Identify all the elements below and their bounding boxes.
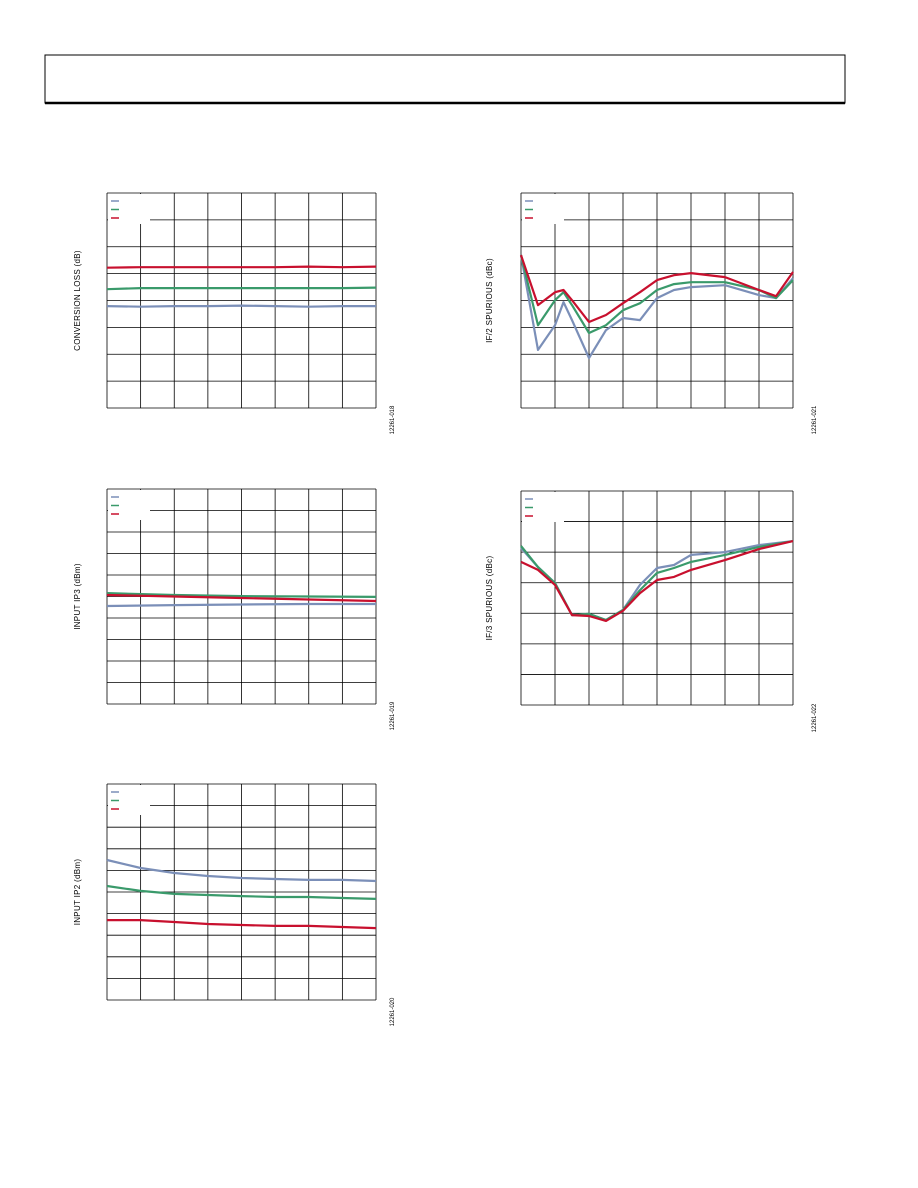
y-axis-label: INPUT IP2 (dBm): [73, 859, 82, 926]
chart: IF/2 SPURIOUS (dBc) 12261-021: [485, 192, 818, 434]
figure-id: 12261-022: [812, 703, 818, 732]
chart: CONVERSION LOSS (dB) 12261-018: [73, 192, 396, 434]
series-line: [106, 858, 377, 883]
figure-id: 12261-018: [390, 405, 396, 434]
series-line: [519, 254, 794, 335]
chart: IF/3 SPURIOUS (dBc) 12261-022: [485, 490, 818, 732]
header-box: [44, 54, 846, 104]
y-axis-label: IF/2 SPURIOUS (dBc): [485, 258, 494, 343]
figure-id: 12261-021: [812, 405, 818, 434]
series-line: [519, 254, 794, 360]
series-line: [106, 286, 377, 291]
series-line: [106, 884, 377, 900]
series-line: [106, 304, 376, 308]
y-axis-label: CONVERSION LOSS (dB): [73, 250, 82, 351]
series-line: [520, 540, 794, 622]
y-axis-label: IF/3 SPURIOUS (dBc): [485, 556, 494, 641]
series-line: [519, 254, 794, 324]
series-line: [106, 592, 377, 598]
chart: INPUT IP2 (dBm) 12261-020: [73, 783, 396, 1026]
series-line: [107, 919, 377, 930]
series-line: [106, 265, 377, 269]
figure-id: 12261-020: [390, 997, 396, 1026]
chart: INPUT IP3 (dBm) 12261-019: [73, 488, 396, 730]
series-line: [106, 602, 376, 608]
series-line: [106, 593, 377, 603]
y-axis-label: INPUT IP3 (dBm): [73, 563, 82, 630]
figure-id: 12261-019: [390, 701, 396, 730]
